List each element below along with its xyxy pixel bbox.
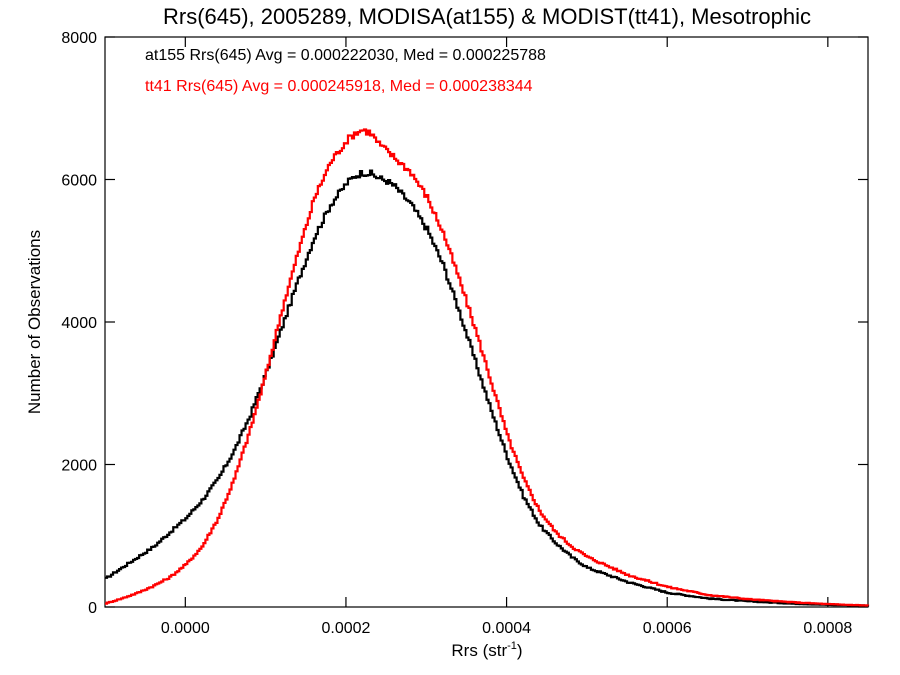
y-tick-label: 6000 — [61, 173, 97, 190]
x-tick-label: 0.0002 — [321, 620, 370, 637]
x-tick-label: 0.0004 — [482, 620, 531, 637]
y-tick-label: 4000 — [61, 315, 97, 332]
y-tick-label: 0 — [88, 600, 97, 617]
x-axis-label: Rrs (str-1) — [451, 640, 522, 660]
plot-frame — [104, 36, 869, 608]
y-axis-label: Number of Observations — [25, 230, 44, 414]
y-axis-ticks: 0 2000 4000 6000 8000 — [61, 30, 868, 617]
x-axis-ticks: 0.0000 0.0002 0.0004 0.0006 0.0008 — [161, 37, 852, 637]
x-tick-label: 0.0006 — [643, 620, 692, 637]
x-axis-label-superscript: -1 — [507, 640, 517, 652]
legend-annotation-at155: at155 Rrs(645) Avg = 0.000222030, Med = … — [145, 47, 546, 64]
y-tick-label: 2000 — [61, 458, 97, 475]
series-line-at155 — [105, 169, 870, 607]
x-tick-label: 0.0008 — [803, 620, 852, 637]
legend-annotation-tt41: tt41 Rrs(645) Avg = 0.000245918, Med = 0… — [145, 78, 533, 95]
x-axis-label-main: Rrs (str — [451, 641, 507, 660]
x-axis-label-suffix: ) — [517, 641, 523, 660]
x-tick-label: 0.0000 — [161, 620, 210, 637]
y-tick-label: 8000 — [61, 30, 97, 47]
chart-title: Rrs(645), 2005289, MODISA(at155) & MODIS… — [163, 4, 811, 29]
series-line-tt41 — [105, 128, 870, 607]
series-group — [105, 128, 870, 607]
